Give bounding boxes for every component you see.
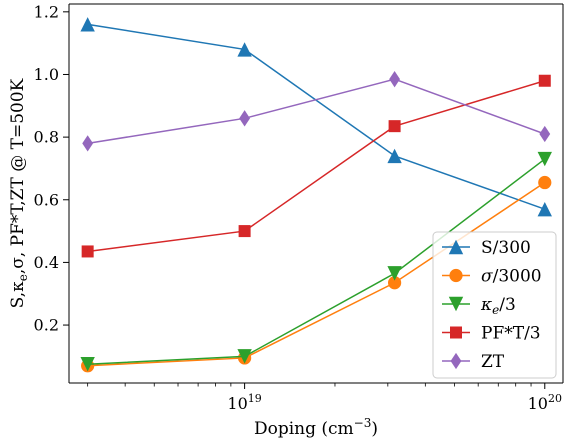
legend-marker xyxy=(448,239,464,255)
legend-marker xyxy=(449,268,463,283)
data-point xyxy=(537,151,552,167)
data-point xyxy=(237,349,252,364)
data-point xyxy=(82,135,94,152)
legend-marker xyxy=(448,296,464,312)
data-point xyxy=(239,110,251,127)
legend-entry: σ/3000 xyxy=(442,267,542,287)
legend-entry: S/300 xyxy=(442,238,531,258)
data-point xyxy=(80,357,95,372)
series-line xyxy=(87,158,546,365)
series-2 xyxy=(80,151,552,372)
y-tick-label: 0.2 xyxy=(34,316,59,335)
legend-label: PF*T/3 xyxy=(481,324,541,344)
data-point xyxy=(238,225,251,238)
data-point xyxy=(538,74,551,87)
legend-entry: κe/3 xyxy=(442,295,516,317)
series-0 xyxy=(80,17,552,217)
data-point xyxy=(537,201,552,217)
series-line xyxy=(87,80,545,253)
data-point xyxy=(389,71,401,88)
legend-marker xyxy=(450,326,462,339)
data-point xyxy=(387,148,402,164)
data-point xyxy=(388,276,402,290)
series-3 xyxy=(81,74,551,258)
legend-label: ZT xyxy=(481,352,505,372)
y-tick-label: 1.0 xyxy=(34,65,59,84)
data-point xyxy=(388,120,401,133)
y-tick-label: 0.6 xyxy=(34,190,59,209)
data-point xyxy=(80,17,95,32)
x-tick-label: 1020 xyxy=(528,392,562,413)
legend-label: σ/3000 xyxy=(481,267,542,287)
x-tick-label: 1019 xyxy=(227,392,261,413)
axis-labels: Doping (cm−3) S,κe,σ, PF*T,ZT @ T=500K xyxy=(8,78,378,438)
legend-label: κe/3 xyxy=(480,295,516,317)
data-point xyxy=(387,266,402,281)
data-point xyxy=(81,245,94,258)
y-tick-label: 0.8 xyxy=(34,128,59,147)
x-axis: 1019 1020 xyxy=(69,3,563,413)
x-axis-label: Doping (cm−3) xyxy=(254,416,378,438)
legend-marker xyxy=(450,352,462,370)
data-point xyxy=(237,42,252,57)
legend: S/300 σ/3000 κe/3 PF*T/3 ZT xyxy=(432,231,557,379)
y-axis-label: S,κe,σ, PF*T,ZT @ T=500K xyxy=(8,78,30,308)
legend-entry: ZT xyxy=(442,352,505,372)
legend-label: S/300 xyxy=(481,238,531,258)
y-tick-label: 1.2 xyxy=(34,2,59,21)
y-tick-label: 0.4 xyxy=(34,253,59,272)
series-4 xyxy=(82,71,551,152)
data-point xyxy=(538,175,552,190)
legend-entry: PF*T/3 xyxy=(442,324,541,344)
series-line xyxy=(87,23,546,210)
data-point xyxy=(539,125,551,143)
legend-box xyxy=(432,231,557,379)
y-axis: 0.2 0.4 0.6 0.8 1.0 1.2 xyxy=(34,2,564,383)
series-layer xyxy=(80,17,552,373)
series-line xyxy=(87,78,546,145)
